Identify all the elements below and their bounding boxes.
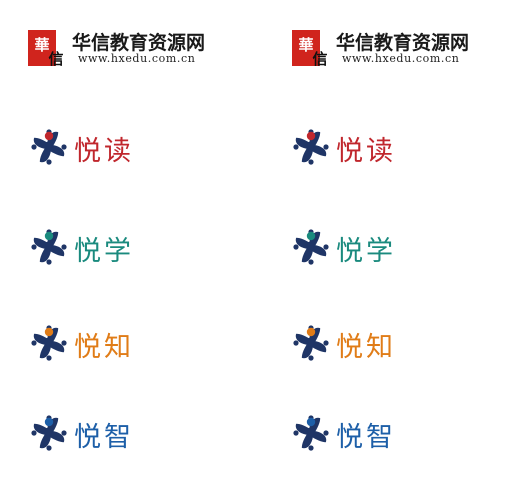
people-circle-icon bbox=[31, 229, 67, 265]
people-circle-icon bbox=[293, 415, 329, 451]
brand-label: 悦读 bbox=[74, 136, 134, 167]
brand-yuedu-left: 悦读 bbox=[28, 126, 178, 168]
brand-yuexue-left: 悦学 bbox=[28, 226, 178, 268]
brand-yuexue-right: 悦学 bbox=[290, 226, 440, 268]
brand-yuedu-right: 悦读 bbox=[290, 126, 440, 168]
brand-label: 悦学 bbox=[74, 236, 134, 267]
site-name: 华信教育资源网 bbox=[336, 32, 470, 54]
people-circle-icon bbox=[31, 415, 67, 451]
people-circle-icon bbox=[31, 129, 67, 165]
site-url: www.hxedu.com.cn bbox=[342, 52, 460, 65]
brand-label: 悦智 bbox=[74, 422, 134, 453]
brand-label: 悦智 bbox=[336, 422, 396, 453]
brand-label: 悦读 bbox=[336, 136, 396, 167]
brand-label: 悦学 bbox=[336, 236, 396, 267]
svg-text:華: 華 bbox=[34, 36, 49, 54]
site-url: www.hxedu.com.cn bbox=[78, 52, 196, 65]
svg-text:華: 華 bbox=[298, 36, 313, 54]
svg-text:信: 信 bbox=[48, 50, 63, 68]
brand-label: 悦知 bbox=[336, 332, 396, 363]
brand-yuezhi2-left: 悦智 bbox=[28, 412, 178, 454]
people-circle-icon bbox=[293, 325, 329, 361]
brand-yuezhi-left: 悦知 bbox=[28, 322, 178, 364]
people-circle-icon bbox=[293, 129, 329, 165]
site-name: 华信教育资源网 bbox=[72, 32, 206, 54]
brand-yuezhi-right: 悦知 bbox=[290, 322, 440, 364]
svg-text:信: 信 bbox=[312, 50, 327, 68]
huaxin-seal-icon: 華 信 bbox=[292, 30, 328, 68]
brand-yuezhi2-right: 悦智 bbox=[290, 412, 440, 454]
huaxin-logo-left: 華 信 华信教育资源网 www.hxedu.com.cn bbox=[26, 28, 226, 68]
people-circle-icon bbox=[293, 229, 329, 265]
brand-label: 悦知 bbox=[74, 332, 134, 363]
huaxin-logo-right: 華 信 华信教育资源网 www.hxedu.com.cn bbox=[290, 28, 490, 68]
people-circle-icon bbox=[31, 325, 67, 361]
huaxin-seal-icon: 華 信 bbox=[28, 30, 64, 68]
